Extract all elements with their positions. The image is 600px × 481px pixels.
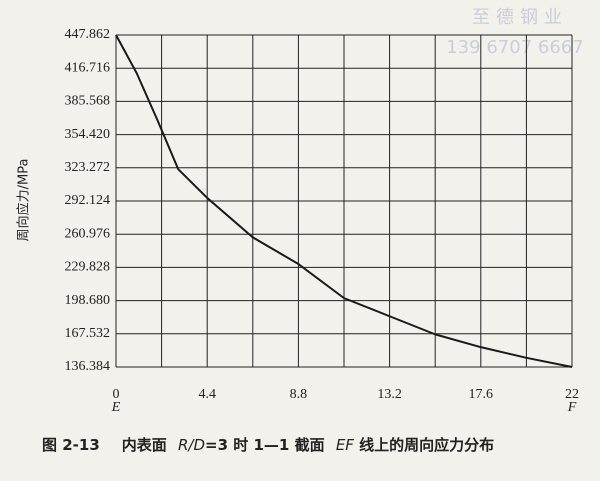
caption-part: EF [336, 436, 354, 454]
caption-part: 内表面 [122, 436, 172, 454]
y-axis-label: 周向应力/MPa [16, 159, 32, 242]
caption-part: R/D [178, 436, 205, 454]
y-tick-label: 323.272 [65, 160, 111, 175]
watermark-name: 至德钢业 [472, 7, 568, 28]
caption-part: 线上的周向应力分布 [354, 436, 494, 454]
x-start-label: E [111, 400, 121, 415]
data-line [115, 34, 573, 368]
x-tick-label: 22 [565, 387, 579, 402]
caption: 图 2-13 内表面 R/D=3 时 1—1 截面 EF 线上的周向应力分布 [42, 436, 494, 454]
y-tick-label: 354.420 [65, 127, 111, 142]
x-tick-label: 4.4 [198, 387, 216, 402]
x-tick-label: 0 [113, 387, 120, 402]
y-tick-label: 229.828 [65, 260, 111, 275]
caption-number: 图 2-13 [42, 436, 100, 454]
y-tick-label: 260.976 [65, 226, 111, 241]
y-tick-label: 167.532 [65, 326, 111, 341]
x-tick-label: 13.2 [377, 387, 402, 402]
y-tick-label: 136.384 [65, 359, 111, 374]
x-tick-label: 17.6 [469, 387, 494, 402]
x-tick-label: 8.8 [290, 387, 308, 402]
x-end-label: F [567, 400, 577, 415]
y-tick-label: 198.680 [65, 293, 111, 308]
watermark-phone: 139 6707 6667 [446, 37, 583, 58]
y-tick-label: 385.568 [65, 94, 111, 109]
y-tick-label: 447.862 [65, 27, 111, 42]
y-tick-label: 416.716 [65, 60, 111, 75]
y-tick-label: 292.124 [65, 193, 111, 208]
caption-part: =3 时 1—1 截面 [205, 436, 330, 454]
